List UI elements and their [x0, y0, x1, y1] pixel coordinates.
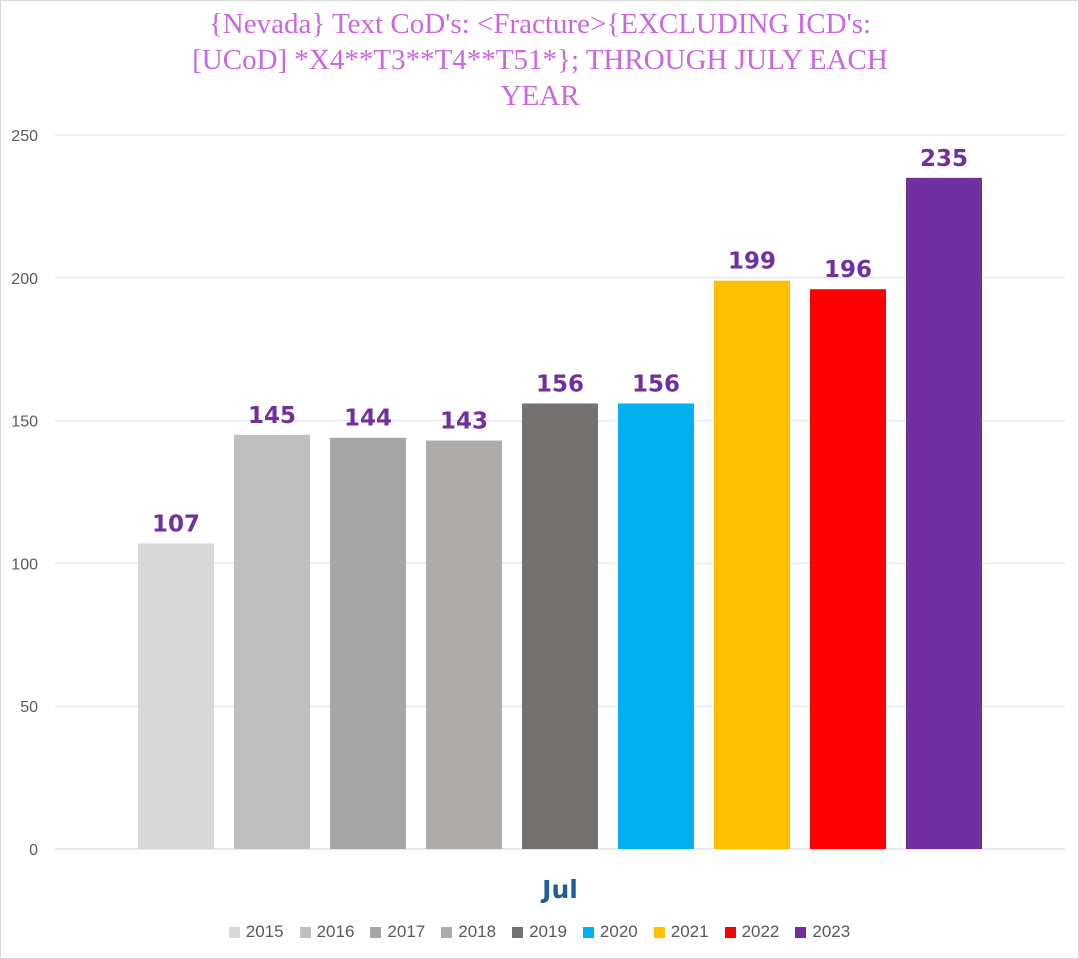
legend-item-2017: 2017	[370, 922, 425, 942]
chart-title-line-3: YEAR	[500, 80, 580, 112]
legend-swatch	[299, 926, 311, 938]
data-label-2020: 156	[632, 371, 680, 397]
legend-label: 2023	[812, 922, 851, 941]
y-tick-label: 0	[29, 842, 38, 859]
data-label-2021: 199	[728, 249, 776, 275]
bar-2017	[330, 437, 406, 849]
legend-item-2019: 2019	[512, 922, 567, 942]
chart-title: {Nevada} Text CoD's: <Fracture>{EXCLUDIN…	[110, 6, 970, 114]
y-tick-label: 50	[20, 699, 38, 716]
bar-2016	[234, 434, 310, 849]
y-tick-label: 250	[11, 128, 38, 145]
data-label-2017: 144	[344, 406, 392, 432]
legend-label: 2020	[599, 922, 638, 941]
bar-2023	[906, 177, 982, 850]
bar-2018	[426, 440, 502, 849]
chart-title-line-2: [UCoD] *X4**T3**T4**T51*}; THROUGH JULY …	[192, 44, 888, 76]
bar-2022	[810, 289, 886, 849]
legend-item-2015: 2015	[228, 922, 284, 942]
legend-label: 2016	[316, 922, 355, 941]
y-tick-label: 100	[11, 556, 38, 573]
data-label-2019: 156	[536, 371, 584, 397]
y-tick-label: 150	[11, 414, 38, 431]
x-category-label: Jul	[540, 875, 578, 904]
legend-item-2022: 2022	[724, 922, 780, 942]
data-label-2016: 145	[248, 403, 296, 429]
legend-swatch	[653, 926, 665, 938]
y-tick-label: 200	[11, 271, 38, 288]
data-label-2018: 143	[440, 409, 488, 435]
chart-title-line-1: {Nevada} Text CoD's: <Fracture>{EXCLUDIN…	[208, 8, 872, 40]
bar-2015	[138, 543, 214, 849]
data-label-2015: 107	[152, 511, 200, 537]
legend-swatch	[582, 926, 594, 938]
legend-label: 2015	[245, 922, 284, 941]
chart-legend: 2015 2016 2017 2018 2019 2020 2021 2022 2023	[0, 922, 1079, 942]
legend-label: 2021	[670, 922, 709, 941]
legend-swatch	[228, 926, 240, 938]
bar-2021	[714, 280, 790, 849]
bar-2020	[618, 403, 694, 849]
legend-item-2018: 2018	[441, 922, 496, 942]
legend-swatch	[512, 926, 524, 938]
legend-swatch	[370, 926, 382, 938]
legend-item-2021: 2021	[653, 922, 709, 942]
legend-item-2023: 2023	[795, 922, 850, 942]
data-label-2023: 235	[920, 146, 968, 172]
legend-swatch	[441, 926, 453, 938]
legend-item-2016: 2016	[299, 922, 355, 942]
legend-label: 2019	[529, 922, 567, 941]
legend-swatch	[795, 926, 807, 938]
data-label-2022: 196	[824, 257, 872, 283]
legend-label: 2017	[387, 922, 426, 941]
legend-swatch	[724, 926, 736, 938]
legend-item-2020: 2020	[582, 922, 638, 942]
legend-label: 2022	[741, 922, 780, 941]
bar-2019	[522, 403, 598, 849]
legend-label: 2018	[458, 922, 497, 941]
